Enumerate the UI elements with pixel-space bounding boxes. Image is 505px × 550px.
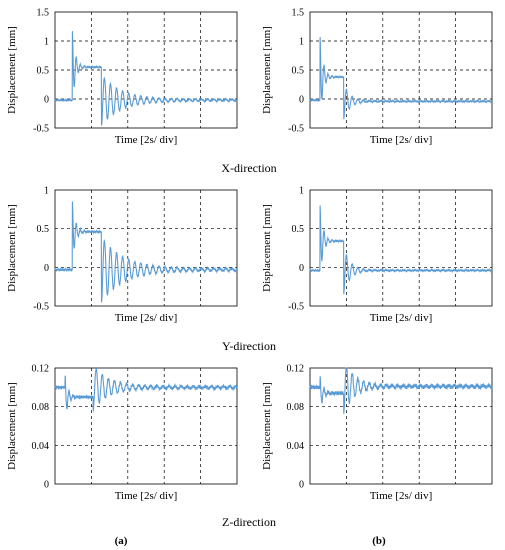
plot-frame bbox=[54, 189, 238, 307]
y-axis-label: Displacement [mm] bbox=[261, 382, 273, 470]
y-tick-label: 0 bbox=[44, 95, 49, 106]
direction-label-y: Y-direction bbox=[222, 339, 276, 353]
y-tick-label: 0 bbox=[299, 480, 304, 491]
y-axis-label: Displacement [mm] bbox=[6, 204, 18, 292]
direction-label-x: X-direction bbox=[221, 161, 276, 175]
series-line-y_a bbox=[54, 201, 238, 303]
y-tick-label: 0.04 bbox=[32, 441, 50, 452]
y-tick-label: 0.5 bbox=[292, 224, 305, 235]
y-tick-label: -0.5 bbox=[288, 124, 304, 135]
y-tick-label: 0.5 bbox=[37, 66, 50, 77]
y-tick-label: 0.12 bbox=[32, 364, 50, 375]
y-axis-label: Displacement [mm] bbox=[261, 26, 273, 114]
charts-group: -0.5 0 0.5 1 1.5 Time [2s/ div] Displacement [… bbox=[6, 8, 493, 502]
y-tick-label: 0.5 bbox=[37, 224, 50, 235]
y-tick-label: 1 bbox=[299, 37, 304, 48]
chart-x_a: -0.5 0 0.5 1 1.5 Time [2s/ div] Displacement [… bbox=[6, 8, 238, 146]
y-tick-label: 0 bbox=[44, 263, 49, 274]
y-tick-label: 1.5 bbox=[37, 8, 50, 19]
y-tick-label: 1 bbox=[44, 37, 49, 48]
panel-label-a: (a) bbox=[115, 535, 128, 547]
y-tick-label: -0.5 bbox=[33, 124, 49, 135]
y-tick-label: 1 bbox=[44, 186, 49, 197]
y-tick-label: 0.08 bbox=[32, 402, 50, 413]
y-tick-label: 0 bbox=[299, 95, 304, 106]
y-tick-label: 1.5 bbox=[292, 8, 305, 19]
chart-y_a: -0.5 0 0.5 1 Time [2s/ div] Displacement [mm] bbox=[6, 186, 238, 324]
x-axis-label: Time [2s/ div] bbox=[370, 312, 433, 324]
y-axis-label: Displacement [mm] bbox=[6, 382, 18, 470]
chart-x_b: -0.5 0 0.5 1 1.5 Time [2s/ div] Displacement [… bbox=[261, 8, 493, 146]
chart-z_a: 0 0.04 0.08 0.12 Time [2s/ div] Displacement … bbox=[6, 364, 238, 502]
series-line-z_b bbox=[309, 367, 493, 414]
x-axis-label: Time [2s/ div] bbox=[115, 490, 178, 502]
plot-frame bbox=[309, 189, 493, 307]
y-tick-label: 0.08 bbox=[287, 402, 305, 413]
y-axis-label: Displacement [mm] bbox=[6, 26, 18, 114]
y-tick-label: 1 bbox=[299, 186, 304, 197]
series-line-x_a bbox=[54, 31, 238, 126]
y-axis-label: Displacement [mm] bbox=[261, 204, 273, 292]
series-line-y_b bbox=[309, 205, 493, 295]
series-line-z_a bbox=[54, 367, 238, 413]
series-line-x_b bbox=[309, 36, 493, 120]
x-axis-label: Time [2s/ div] bbox=[115, 312, 178, 324]
y-tick-label: 0.12 bbox=[287, 364, 305, 375]
y-tick-label: 0 bbox=[299, 263, 304, 274]
direction-label-z: Z-direction bbox=[222, 515, 276, 529]
chart-z_b: 0 0.04 0.08 0.12 Time [2s/ div] Displacement … bbox=[261, 364, 493, 502]
y-tick-label: 0.04 bbox=[287, 441, 305, 452]
x-axis-label: Time [2s/ div] bbox=[370, 490, 433, 502]
panel-label-b: (b) bbox=[372, 535, 386, 547]
plot-frame bbox=[54, 367, 238, 485]
y-tick-label: 0 bbox=[44, 480, 49, 491]
y-tick-label: 0.5 bbox=[292, 66, 305, 77]
chart-y_b: -0.5 0 0.5 1 Time [2s/ div] Displacement [mm] bbox=[261, 186, 493, 324]
x-axis-label: Time [2s/ div] bbox=[115, 134, 178, 146]
y-tick-label: -0.5 bbox=[33, 302, 49, 313]
y-tick-label: -0.5 bbox=[288, 302, 304, 313]
x-axis-label: Time [2s/ div] bbox=[370, 134, 433, 146]
